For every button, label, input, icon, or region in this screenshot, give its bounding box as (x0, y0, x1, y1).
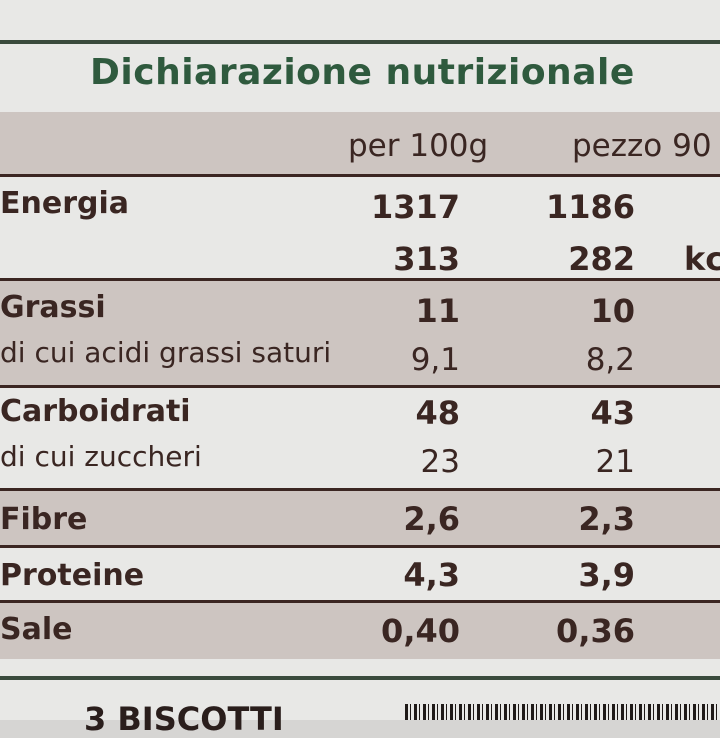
row-name-fibre: Fibre (0, 502, 88, 537)
fibre-per-piece: 2,3 (578, 500, 635, 538)
proteine-per-100g: 4,3 (403, 556, 460, 594)
row-name-energia: Energia (0, 186, 129, 221)
fibre-per-100g: 2,6 (403, 500, 460, 538)
divider (0, 278, 720, 281)
carboidrati-per-100g: 48 (415, 394, 460, 432)
grassi-per-piece: 10 (590, 292, 635, 330)
grassi-per-100g: 11 (415, 292, 460, 330)
divider (0, 545, 720, 548)
row-name-grassi: Grassi (0, 290, 106, 325)
row-name-carboidrati: Carboidrati (0, 394, 191, 429)
row-name-proteine: Proteine (0, 558, 145, 593)
sale-band (0, 603, 720, 659)
row-name-zuccheri: di cui zuccheri (0, 440, 202, 473)
energia-kj-per-100g: 1317 (370, 188, 460, 226)
energia-kcal-per-piece: 282 (568, 240, 635, 278)
divider (0, 174, 720, 177)
barcode-graphic (405, 704, 720, 720)
sale-per-100g: 0,40 (381, 612, 460, 650)
top-divider (0, 40, 720, 44)
divider (0, 600, 720, 603)
label-title: Dichiarazione nutrizionale (90, 52, 635, 93)
proteine-per-piece: 3,9 (578, 556, 635, 594)
divider (0, 385, 720, 388)
column-header-per-100g: per 100g (348, 128, 489, 164)
energia-kcal-unit: kc (684, 240, 720, 278)
energia-kj-per-piece: 1186 (545, 188, 635, 226)
divider (0, 488, 720, 491)
carboidrati-per-piece: 43 (590, 394, 635, 432)
header-band (0, 112, 720, 174)
energia-kcal-per-100g: 313 (393, 240, 460, 278)
row-name-saturi: di cui acidi grassi saturi (0, 336, 332, 369)
fibre-band (0, 491, 720, 545)
sale-per-piece: 0,36 (556, 612, 635, 650)
saturi-per-100g: 9,1 (410, 342, 460, 378)
footer-text: 3 BISCOTTI (84, 700, 284, 738)
saturi-per-piece: 8,2 (585, 342, 635, 378)
column-header-per-piece: pezzo 90 (572, 128, 712, 164)
row-name-sale: Sale (0, 612, 73, 647)
grassi-band (0, 281, 720, 385)
bottom-divider (0, 676, 720, 680)
zuccheri-per-100g: 23 (420, 444, 460, 480)
zuccheri-per-piece: 21 (595, 444, 635, 480)
